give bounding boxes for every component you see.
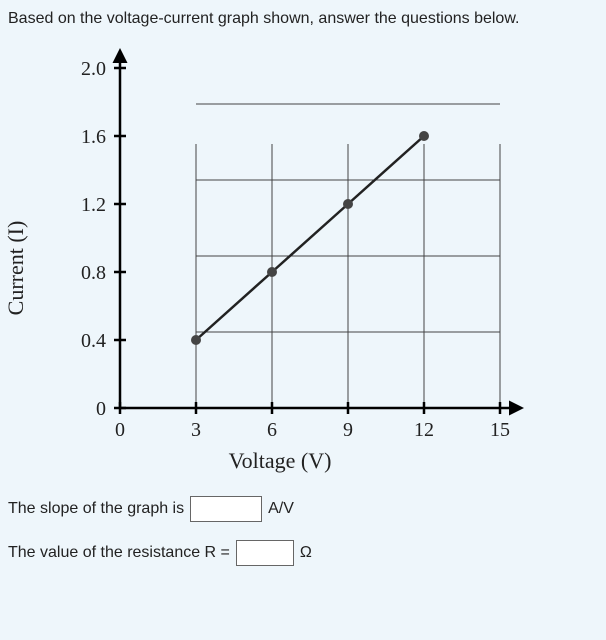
question-prompt: Based on the voltage-current graph shown…: [0, 0, 606, 28]
svg-text:2.0: 2.0: [81, 58, 106, 80]
svg-text:1.6: 1.6: [81, 126, 106, 148]
resistance-input[interactable]: [236, 540, 294, 566]
y-axis-label: Current (I): [3, 221, 29, 316]
svg-text:1.2: 1.2: [81, 194, 106, 216]
chart-svg: 0 3 6 9 12 15 0 0.4 0.8 1.2 1.6 2.0: [30, 48, 530, 488]
resistance-question-text: The value of the resistance R =: [8, 544, 230, 562]
svg-text:0.8: 0.8: [81, 262, 106, 284]
svg-text:9: 9: [343, 419, 353, 441]
slope-unit: A/V: [268, 500, 294, 518]
resistance-unit: Ω: [300, 544, 312, 562]
svg-text:15: 15: [490, 419, 510, 441]
svg-text:12: 12: [414, 419, 434, 441]
slope-input[interactable]: [190, 496, 262, 522]
slope-question-row: The slope of the graph is A/V: [0, 488, 606, 532]
resistance-question-row: The value of the resistance R = Ω: [0, 532, 606, 576]
svg-text:0: 0: [96, 398, 106, 420]
x-axis-label: Voltage (V): [30, 448, 530, 474]
svg-text:3: 3: [191, 419, 201, 441]
svg-text:0.4: 0.4: [81, 330, 106, 352]
svg-text:6: 6: [267, 419, 277, 441]
slope-question-text: The slope of the graph is: [8, 500, 184, 518]
vi-chart: 0369121500.40.81.21.62.0 Current (I) Vol…: [30, 48, 530, 488]
svg-text:0: 0: [115, 419, 125, 441]
